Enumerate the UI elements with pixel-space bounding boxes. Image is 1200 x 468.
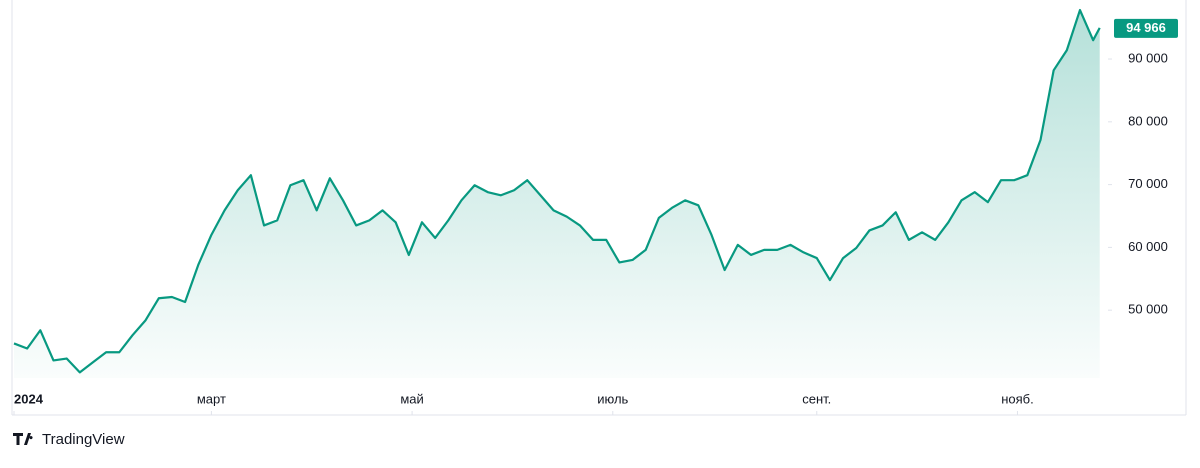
x-tick-label: март [197,391,226,406]
price-label: 94 966 [1126,20,1166,35]
y-tick-label: 80 000 [1128,113,1168,128]
logo-icon [13,433,33,445]
brand: TradingView [42,431,125,448]
area [14,10,1100,379]
x-tick-label: сент. [802,391,831,406]
x-tick-label: май [400,391,423,406]
x-tick-label: 2024 [14,391,44,406]
logo: TradingView [13,431,125,448]
x-tick-label: нояб. [1001,391,1034,406]
y-tick-label: 70 000 [1128,176,1168,191]
y-tick-label: 60 000 [1128,239,1168,254]
y-tick-label: 90 000 [1128,50,1168,65]
y-tick-label: 50 000 [1128,302,1168,317]
line [13,8,1101,374]
price-badge [1114,18,1178,38]
x-tick-label: июль [597,391,628,406]
